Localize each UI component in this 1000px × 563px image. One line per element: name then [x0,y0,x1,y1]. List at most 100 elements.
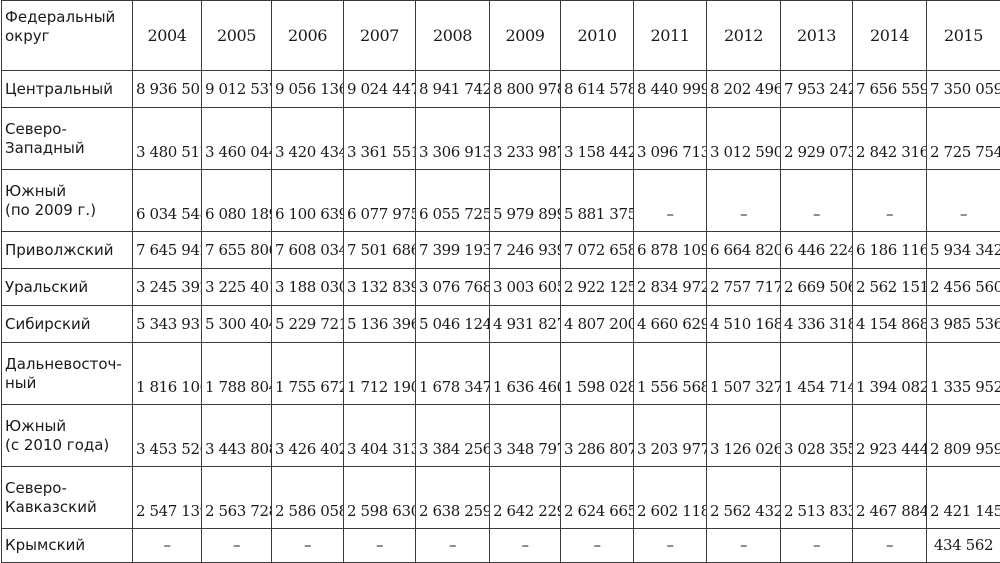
table-cell: 2 669 506 [781,269,853,306]
table-cell: 1 712 190 [344,343,416,405]
table-cell: 3 076 768 [416,269,490,306]
table-cell: 5 136 396 [344,306,416,343]
table-cell: 2 456 560 [927,269,1000,306]
table-cell: – [634,170,707,232]
table-cell: 3 453 520 [133,405,202,467]
table-cell: 7 608 034 [272,232,344,269]
table-cell: 6 055 725 [416,170,490,232]
table-cell: 3 225 401 [202,269,272,306]
table-cell: 2 642 229 [490,467,561,529]
table-cell: 1 755 672 [272,343,344,405]
header-year: 2014 [853,1,927,71]
table-cell: 4 931 827 [490,306,561,343]
table-cell: 5 881 375 [561,170,634,232]
table-cell: 2 923 444 [853,405,927,467]
table-cell: 3 096 713 [634,108,707,170]
table-cell: 5 229 721 [272,306,344,343]
table-cell: 3 203 977 [634,405,707,467]
table-cell: 2 842 316 [853,108,927,170]
table-cell: 7 656 559 [853,71,927,108]
table-cell: 2 421 145 [927,467,1000,529]
header-year: 2013 [781,1,853,71]
table-header: Федеральный округ 2004 2005 2006 2007 20… [2,1,1000,71]
table-cell: 2 562 151 [853,269,927,306]
table-cell: 8 202 496 [707,71,781,108]
table-cell: 1 556 568 [634,343,707,405]
table-cell: 7 399 193 [416,232,490,269]
table-cell: 1 598 028 [561,343,634,405]
table-cell: 4 154 868 [853,306,927,343]
header-year: 2015 [927,1,1000,71]
table-cell: 5 046 124 [416,306,490,343]
header-year: 2007 [344,1,416,71]
table-cell: 4 336 318 [781,306,853,343]
table-cell: 6 080 189 [202,170,272,232]
district-name: Южный (по 2009 г.) [2,170,133,232]
table-cell: 3 158 442 [561,108,634,170]
table-cell: 1 507 327 [707,343,781,405]
table-cell: 8 936 501 [133,71,202,108]
table-cell: 8 614 578 [561,71,634,108]
table-cell: 3 286 807 [561,405,634,467]
table-cell: 3 028 355 [781,405,853,467]
header-year: 2012 [707,1,781,71]
table-cell: 3 404 313 [344,405,416,467]
table-cell: 3 480 517 [133,108,202,170]
table-cell: 7 953 242 [781,71,853,108]
table-cell: 6 100 639 [272,170,344,232]
table-cell: 3 245 392 [133,269,202,306]
table-cell: 3 126 026 [707,405,781,467]
header-year: 2006 [272,1,344,71]
table-cell: 8 800 978 [490,71,561,108]
header-year: 2005 [202,1,272,71]
header-district: Федеральный округ [2,1,133,71]
table-cell: 3 420 434 [272,108,344,170]
table-cell: 4 660 629 [634,306,707,343]
table-cell: 2 725 754 [927,108,1000,170]
table-cell: 2 922 125 [561,269,634,306]
table-cell: 9 024 447 [344,71,416,108]
table-cell: 2 562 432 [707,467,781,529]
table-cell: 2 757 717 [707,269,781,306]
table-cell: 1 636 460 [490,343,561,405]
table-cell: – [853,170,927,232]
table-cell: 1 788 804 [202,343,272,405]
table-cell: 4 807 200 [561,306,634,343]
district-name: Уральский [2,269,133,306]
table-cell: 7 655 800 [202,232,272,269]
table-cell: 6 034 548 [133,170,202,232]
table-cell: 6 664 820 [707,232,781,269]
district-name: Северо- Кавказский [2,467,133,529]
district-name: Южный (с 2010 года) [2,405,133,467]
table-cell: 3 443 808 [202,405,272,467]
table-cell: 2 598 630 [344,467,416,529]
table-cell: 3 012 590 [707,108,781,170]
district-name: Центральный [2,71,133,108]
table-cell: 2 624 665 [561,467,634,529]
table-cell: – [707,170,781,232]
header-year: 2009 [490,1,561,71]
district-name: Сибирский [2,306,133,343]
table-cell: – [781,170,853,232]
table-cell: 3 384 256 [416,405,490,467]
table-cell: 9 012 537 [202,71,272,108]
table-cell: 3 306 913 [416,108,490,170]
table-cell: 3 460 044 [202,108,272,170]
table-cell: 8 941 742 [416,71,490,108]
table-cell: 2 586 058 [272,467,344,529]
table-cell: 3 003 605 [490,269,561,306]
table-cell: 2 834 972 [634,269,707,306]
table-cell: 4 510 168 [707,306,781,343]
district-name: Приволжский [2,232,133,269]
table-cell: 3 361 551 [344,108,416,170]
table-cell: 3 348 797 [490,405,561,467]
